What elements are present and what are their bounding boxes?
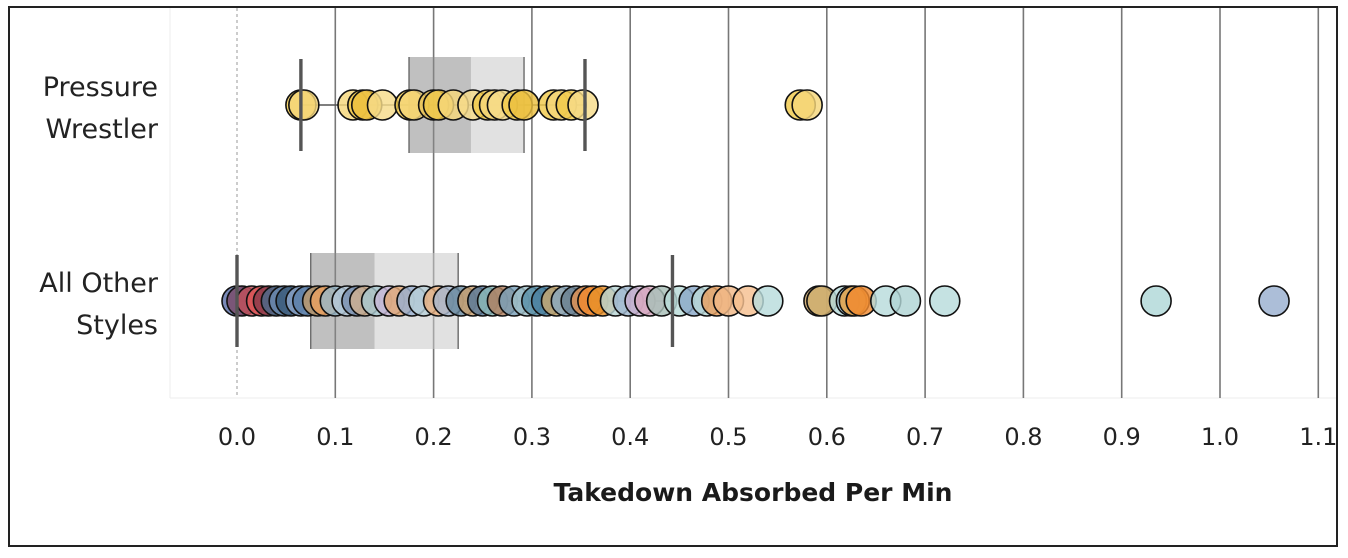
data-point [1258,285,1290,317]
category-label-line: Styles [76,310,158,341]
data-point [889,285,922,317]
x-tick-labels: 0.0 0.1 0.2 0.3 0.4 0.5 0.6 0.7 0.8 0.9 1.0 1.1 [218,423,1336,451]
data-point [288,89,320,121]
data-point [752,285,784,317]
x-tick-label: 0.3 [513,423,551,451]
chart-svg: Pressure Wrestler All Other Styles 0.0 0.… [39,8,1336,507]
data-point [567,89,599,121]
category-label-pressure-wrestler: Pressure Wrestler [43,72,159,145]
x-axis-title: Takedown Absorbed Per Min [554,478,953,507]
x-tick-label: 0.2 [415,423,453,451]
x-tick-label: 0.8 [1004,423,1042,451]
data-point [366,89,399,121]
category-label-all-other-styles: All Other Styles [39,268,159,341]
data-point [791,89,823,121]
chart-frame: Pressure Wrestler All Other Styles 0.0 0.… [8,6,1338,547]
x-tick-label: 0.6 [808,423,846,451]
category-label-line: Wrestler [46,114,159,145]
x-tick-label: 0.5 [709,423,747,451]
data-point [928,285,961,317]
x-tick-label: 1.1 [1299,423,1336,451]
whisker-caps [235,59,675,347]
data-point [1140,285,1172,317]
data-point [508,89,540,121]
x-tick-label: 0.9 [1103,423,1141,451]
category-label-line: Pressure [43,72,158,103]
x-tick-label: 1.0 [1201,423,1239,451]
x-tick-label: 0.0 [218,423,256,451]
x-tick-label: 0.7 [906,423,944,451]
data-points [221,89,1290,317]
category-label-line: All Other [39,268,159,299]
x-tick-label: 0.1 [316,423,354,451]
x-tick-label: 0.4 [611,423,649,451]
